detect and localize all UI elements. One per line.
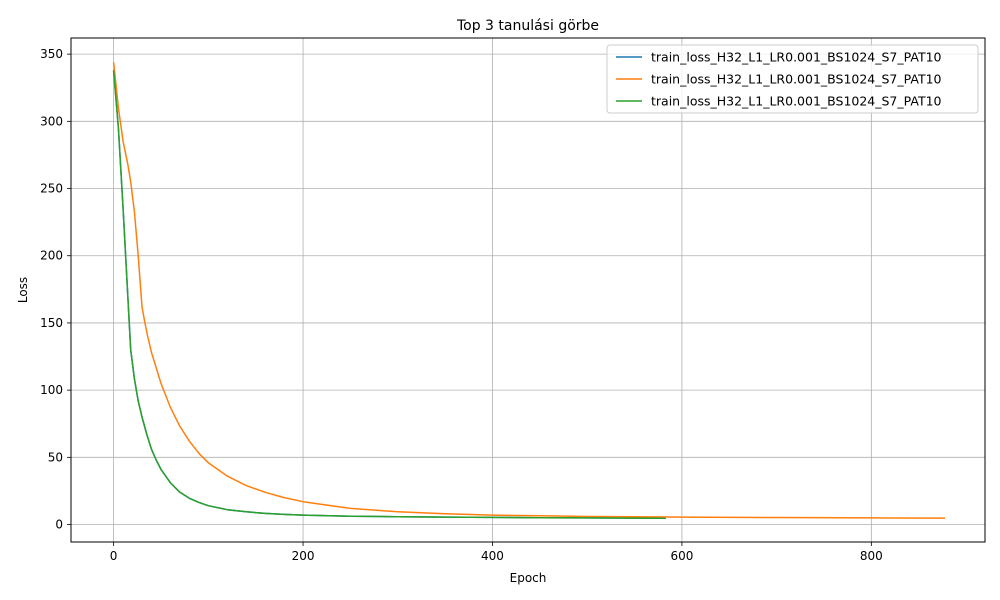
grid [71,38,985,542]
x-tick-label: 200 [292,549,315,563]
y-axis-label: Loss [16,277,30,303]
y-tick-label: 0 [55,518,63,532]
x-tick-label: 800 [860,549,883,563]
legend-box [606,44,979,114]
legend-label-3: train_loss_H32_L1_LR0.001_BS1024_S7_PAT1… [651,94,942,109]
x-tick-label: 600 [670,549,693,563]
y-tick-label: 250 [40,182,63,196]
series-layer [112,62,946,519]
series-line-3 [112,70,666,519]
y-tick-label: 150 [40,316,63,330]
chart-title: Top 3 tanulási görbe [456,18,599,34]
y-tick-label: 350 [40,47,63,61]
series-line-2 [112,62,946,519]
x-tick-label: 0 [110,549,118,563]
y-tick-label: 300 [40,114,63,128]
y-tick-label: 200 [40,249,63,263]
legend-label-2: train_loss_H32_L1_LR0.001_BS1024_S7_PAT1… [651,72,942,87]
plot-frame [70,37,986,543]
y-tick-label: 50 [48,450,63,464]
ticks: 0 200 400 600 800 0 50 100 150 200 250 300 350 [40,47,883,563]
y-tick-label: 100 [40,383,63,397]
legend: train_loss_H32_L1_LR0.001_BS1024_S7_PAT1… [606,44,979,114]
x-axis-label: Epoch [510,571,547,585]
x-tick-label: 400 [481,549,504,563]
legend-label-1: train_loss_H32_L1_LR0.001_BS1024_S7_PAT1… [651,50,942,65]
